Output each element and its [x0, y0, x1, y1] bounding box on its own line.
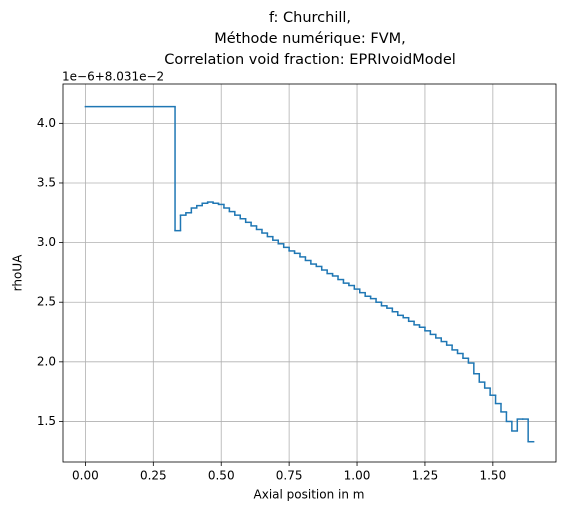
- x-tick-label: 1.50: [479, 469, 506, 483]
- chart-title: Méthode numérique: FVM,: [214, 31, 406, 47]
- plot-frame: [62, 83, 557, 463]
- y-tick-label: 3.5: [37, 175, 56, 189]
- title-group: f: Churchill, Méthode numérique: FVM, Corr…: [164, 10, 456, 68]
- chart-title: Correlation void fraction: EPRIvoidModel: [164, 52, 456, 68]
- x-tick-label: 1.25: [412, 469, 439, 483]
- x-tick-label: 0.25: [140, 469, 167, 483]
- x-tick-label: 0.00: [72, 469, 99, 483]
- x-axis-label: Axial position in m: [254, 488, 365, 502]
- y-tick-label: 4.0: [37, 116, 56, 130]
- y-axis-label: rhoUA: [11, 254, 25, 291]
- x-tick-label: 0.75: [276, 469, 303, 483]
- y-tick-label: 3.0: [37, 235, 56, 249]
- y-tick-label: 1.5: [37, 414, 56, 428]
- y-tick-label: 2.0: [37, 354, 56, 368]
- x-tick-label: 1.00: [344, 469, 371, 483]
- x-tick-label: 0.50: [208, 469, 235, 483]
- y-tick-label: 2.5: [37, 295, 56, 309]
- y-offset-label: 1e−6+8.031e−2: [62, 70, 164, 84]
- chart-title: f: Churchill,: [269, 10, 351, 26]
